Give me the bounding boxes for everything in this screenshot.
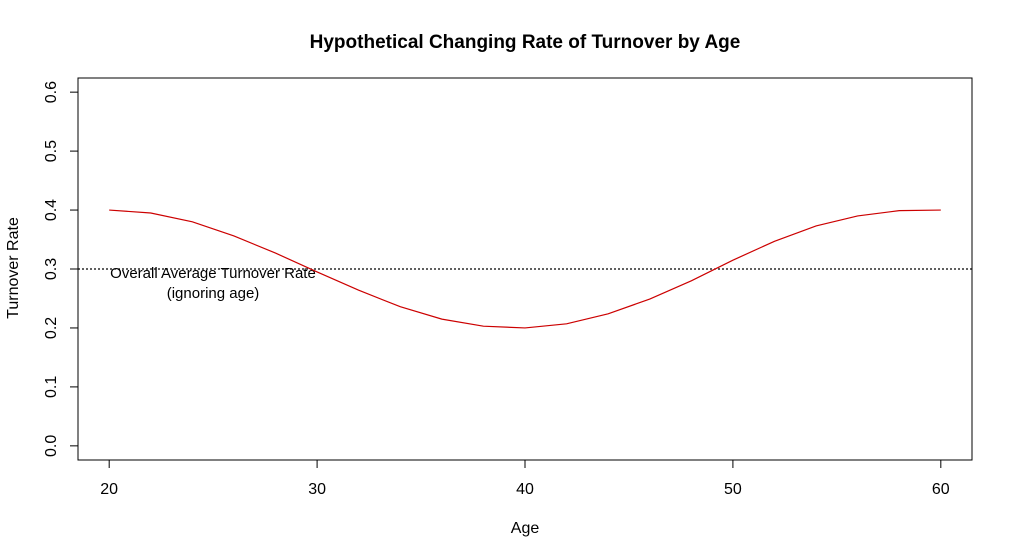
- x-axis-label: Age: [511, 520, 540, 537]
- y-tick-label: 0.4: [43, 199, 60, 221]
- y-axis-label: Turnover Rate: [5, 217, 22, 319]
- series-line-turnover: [109, 209, 941, 329]
- annotation-line-2: (ignoring age): [167, 285, 260, 302]
- chart-title: Hypothetical Changing Rate of Turnover b…: [310, 32, 741, 53]
- y-tick-label: 0.2: [43, 317, 60, 339]
- y-tick-label: 0.1: [43, 376, 60, 398]
- x-tick-label: 20: [100, 481, 118, 498]
- annotation-line-1: Overall Average Turnover Rate: [110, 265, 316, 282]
- y-tick-label: 0.6: [43, 81, 60, 103]
- x-axis: 20 30 40 50 60: [100, 459, 950, 498]
- y-tick-label: 0.0: [43, 435, 60, 457]
- x-tick-label: 40: [516, 481, 534, 498]
- y-axis: 0.0 0.1 0.2 0.3 0.4 0.5 0.6: [43, 81, 79, 457]
- x-tick-label: 50: [724, 481, 742, 498]
- y-tick-label: 0.5: [43, 140, 60, 162]
- y-tick-label: 0.3: [43, 258, 60, 280]
- x-tick-label: 30: [308, 481, 326, 498]
- x-tick-label: 60: [932, 481, 950, 498]
